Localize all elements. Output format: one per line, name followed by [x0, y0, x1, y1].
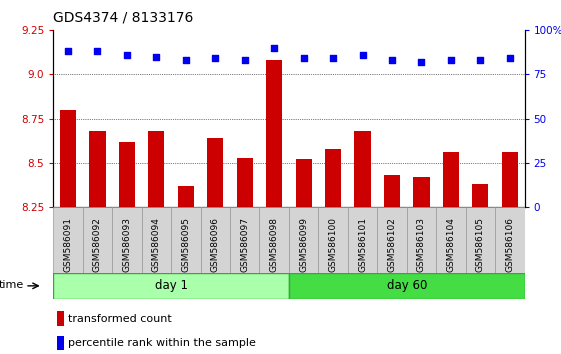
Bar — [89, 131, 105, 207]
Bar — [289, 273, 525, 299]
Bar — [53, 207, 83, 273]
Bar — [112, 207, 142, 273]
Point — [63, 48, 72, 54]
Bar — [407, 207, 436, 273]
Point — [417, 59, 426, 65]
Bar — [377, 207, 407, 273]
Bar — [266, 60, 282, 207]
Bar — [436, 207, 466, 273]
Bar — [443, 152, 459, 207]
Point — [152, 54, 161, 59]
Text: GSM586096: GSM586096 — [211, 217, 220, 272]
Point — [447, 57, 456, 63]
Bar — [237, 158, 253, 207]
Bar — [57, 336, 64, 350]
Text: GSM586105: GSM586105 — [476, 217, 485, 272]
Point — [299, 56, 308, 61]
Bar — [142, 207, 171, 273]
Bar — [466, 207, 495, 273]
Point — [329, 56, 338, 61]
Point — [181, 57, 190, 63]
Bar — [319, 207, 348, 273]
Text: GSM586104: GSM586104 — [447, 217, 456, 272]
Text: time: time — [0, 280, 24, 290]
Text: percentile rank within the sample: percentile rank within the sample — [68, 338, 256, 348]
Text: transformed count: transformed count — [68, 314, 172, 324]
Point — [270, 45, 279, 51]
Bar — [384, 175, 400, 207]
Bar — [207, 138, 223, 207]
Text: GSM586103: GSM586103 — [417, 217, 426, 272]
Bar — [413, 177, 430, 207]
Point — [476, 57, 485, 63]
Bar — [57, 312, 64, 326]
Bar — [148, 131, 164, 207]
Text: GSM586095: GSM586095 — [181, 217, 190, 272]
Bar — [171, 207, 201, 273]
Text: day 1: day 1 — [155, 279, 187, 292]
Bar — [289, 207, 319, 273]
Bar — [296, 159, 312, 207]
Bar — [259, 207, 289, 273]
Point — [240, 57, 249, 63]
Bar — [83, 207, 112, 273]
Point — [211, 56, 220, 61]
Text: GSM586101: GSM586101 — [358, 217, 367, 272]
Point — [505, 56, 514, 61]
Text: GSM586099: GSM586099 — [299, 217, 308, 272]
Bar — [60, 110, 76, 207]
Text: GSM586100: GSM586100 — [329, 217, 338, 272]
Bar — [472, 184, 489, 207]
Text: GDS4374 / 8133176: GDS4374 / 8133176 — [53, 11, 194, 25]
Text: GSM586091: GSM586091 — [63, 217, 72, 272]
Point — [388, 57, 397, 63]
Text: GSM586102: GSM586102 — [388, 217, 397, 272]
Point — [93, 48, 102, 54]
Bar — [230, 207, 259, 273]
Point — [122, 52, 131, 58]
Text: GSM586094: GSM586094 — [152, 217, 161, 272]
Bar — [201, 207, 230, 273]
Bar — [178, 186, 194, 207]
Bar — [53, 273, 289, 299]
Text: GSM586092: GSM586092 — [93, 217, 102, 272]
Bar — [355, 131, 371, 207]
Bar — [502, 152, 518, 207]
Text: GSM586106: GSM586106 — [505, 217, 514, 272]
Bar — [119, 142, 135, 207]
Bar — [325, 149, 341, 207]
Bar — [348, 207, 377, 273]
Text: GSM586098: GSM586098 — [270, 217, 279, 272]
Bar — [495, 207, 525, 273]
Text: GSM586093: GSM586093 — [122, 217, 131, 272]
Text: GSM586097: GSM586097 — [240, 217, 249, 272]
Text: day 60: day 60 — [387, 279, 427, 292]
Point — [358, 52, 367, 58]
